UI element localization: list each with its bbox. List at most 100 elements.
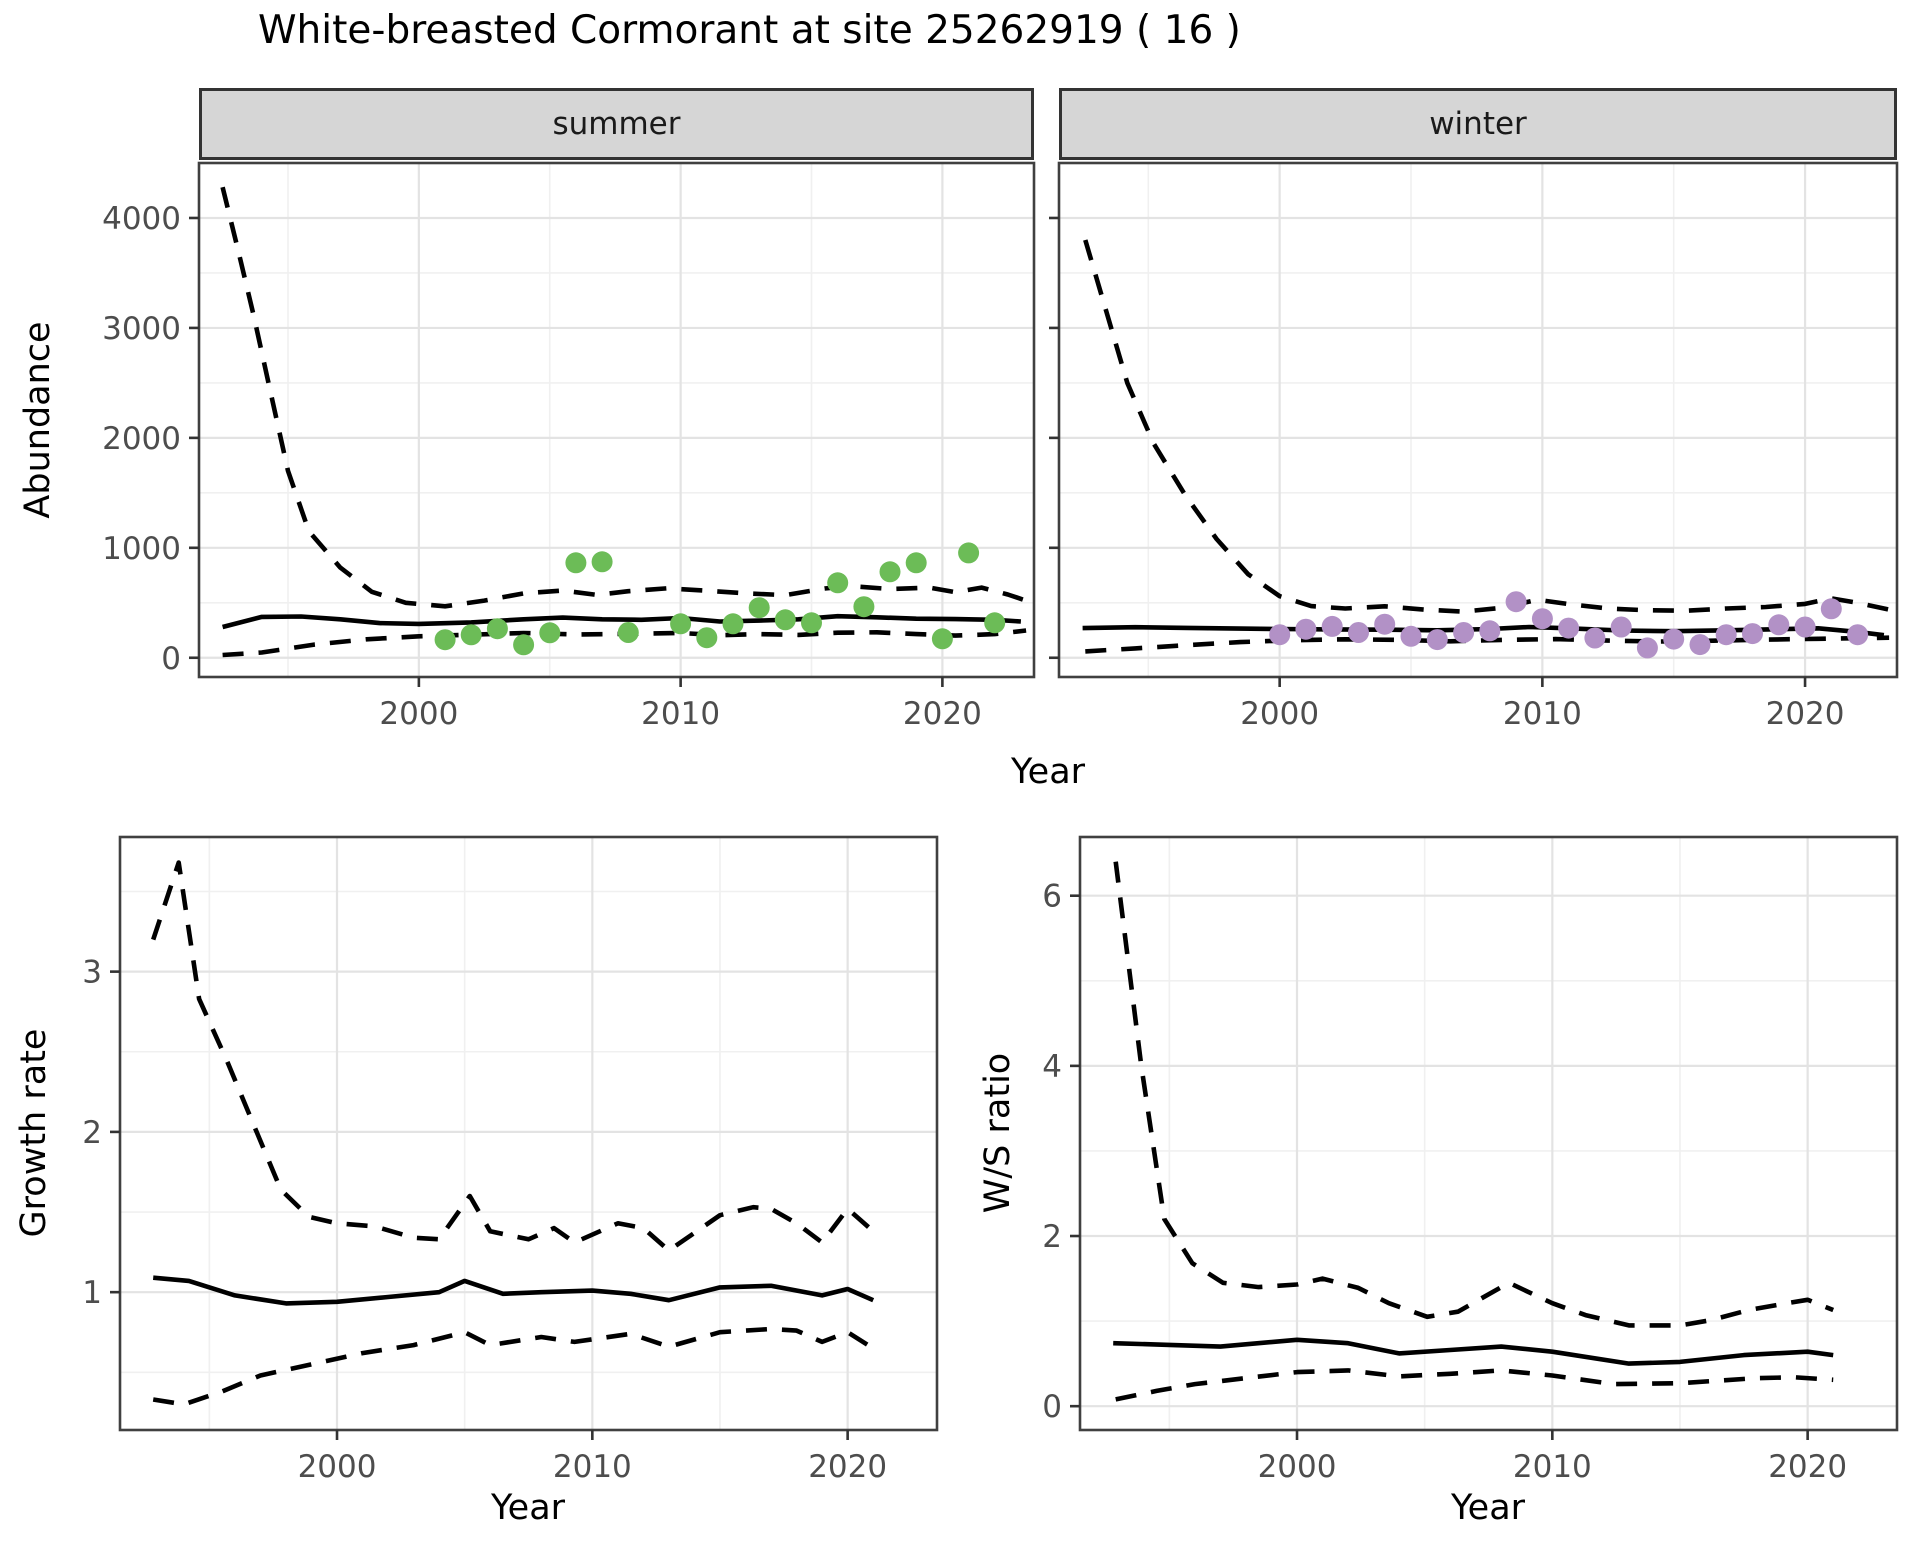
x-tick-label: 2000 xyxy=(1240,696,1319,732)
data-point xyxy=(1768,614,1790,636)
data-point xyxy=(1715,624,1737,646)
series-upper-ci xyxy=(1083,239,1890,614)
x-tick-label: 2020 xyxy=(808,1449,887,1485)
data-point xyxy=(984,612,1006,634)
x-tick-label: 2010 xyxy=(1513,1449,1592,1485)
panel-border xyxy=(1057,161,1899,679)
series-upper-ci xyxy=(1113,861,1835,1328)
series-lower-ci xyxy=(222,628,1027,658)
data-point xyxy=(1505,591,1527,613)
facet-strip-winter-label: winter xyxy=(1429,106,1527,142)
series-median xyxy=(152,1275,875,1306)
panel-abundance-summer: 2000 2010 2020 0 1000 2000 3000 4000 xyxy=(102,161,1036,732)
data-point xyxy=(1531,608,1553,630)
x-tick-label: 2000 xyxy=(298,1449,377,1485)
panel-abundance-winter: 2000 2010 2020 xyxy=(1049,161,1899,732)
ws-year-axis-title: Year xyxy=(1450,1488,1526,1528)
x-tick-label: 2000 xyxy=(379,696,458,732)
growth-rate-axis-title: Growth rate xyxy=(14,1028,54,1238)
data-point xyxy=(1636,637,1658,659)
x-tick-label: 2010 xyxy=(1503,696,1582,732)
data-point xyxy=(879,561,901,583)
data-point xyxy=(434,629,456,651)
series-lower-ci xyxy=(1115,1368,1834,1402)
data-point xyxy=(1689,634,1711,656)
panel-border xyxy=(118,835,939,1432)
x-tick-label: 2000 xyxy=(1258,1449,1337,1485)
x-tick-label: 2020 xyxy=(1766,696,1845,732)
series-lower-ci xyxy=(1085,635,1890,654)
panel-border xyxy=(197,161,1036,679)
y-tick-label: 2000 xyxy=(102,421,181,457)
x-tick-label: 2020 xyxy=(1768,1449,1847,1485)
facet-strip-winter: winter xyxy=(1059,88,1897,160)
series-median xyxy=(1113,1337,1834,1366)
abundance-axis-title: Abundance xyxy=(18,321,58,519)
data-point xyxy=(1742,623,1763,645)
panel-border xyxy=(1078,835,1899,1432)
data-point xyxy=(1400,625,1422,647)
series-upper-ci xyxy=(220,186,1027,609)
chart-title: White-breasted Cormorant at site 2526291… xyxy=(258,8,1241,53)
data-point xyxy=(1558,617,1580,639)
data-point xyxy=(539,622,561,644)
data-point xyxy=(1584,627,1606,649)
data-point xyxy=(1820,598,1842,620)
data-point xyxy=(1374,613,1396,635)
y-tick-label: 4000 xyxy=(102,201,181,237)
data-point xyxy=(1269,624,1291,646)
data-point xyxy=(1426,629,1448,651)
panel-growth-rate: 2000 2010 2020 1 2 3 xyxy=(82,835,939,1485)
facet-strip-summer: summer xyxy=(199,88,1034,160)
panel-ws-ratio: 2000 2010 2020 0 2 4 6 xyxy=(1042,835,1899,1485)
data-point xyxy=(1479,620,1501,642)
y-tick-label: 2 xyxy=(1042,1219,1062,1255)
data-point xyxy=(774,609,796,631)
series-lower-ci xyxy=(152,1326,875,1407)
data-point xyxy=(853,596,875,618)
y-tick-label: 1000 xyxy=(102,531,181,567)
data-point xyxy=(931,628,953,650)
y-tick-label: 3 xyxy=(82,955,102,991)
y-tick-label: 3000 xyxy=(102,311,181,347)
ws-ratio-axis-title: W/S ratio xyxy=(978,1052,1018,1214)
data-point xyxy=(1610,616,1632,638)
top-year-axis-title: Year xyxy=(1010,752,1086,792)
data-point xyxy=(748,597,770,619)
data-point xyxy=(486,618,508,640)
x-tick-label: 2020 xyxy=(903,696,982,732)
data-point xyxy=(670,613,692,635)
y-tick-label: 0 xyxy=(1042,1389,1062,1425)
data-point xyxy=(1663,628,1685,650)
data-point xyxy=(1794,616,1816,638)
data-point xyxy=(827,572,849,594)
facet-strip-summer-label: summer xyxy=(552,106,681,142)
data-point xyxy=(1847,624,1869,646)
y-tick-label: 4 xyxy=(1042,1049,1062,1085)
growth-year-axis-title: Year xyxy=(490,1488,566,1528)
data-point xyxy=(460,624,482,646)
data-point xyxy=(696,627,718,649)
data-point xyxy=(801,612,822,634)
data-point xyxy=(1321,615,1343,637)
data-point xyxy=(1348,622,1369,643)
data-point xyxy=(1295,618,1317,640)
data-point xyxy=(1453,622,1475,643)
data-point xyxy=(905,552,927,574)
x-tick-label: 2010 xyxy=(553,1449,632,1485)
data-point xyxy=(722,613,744,635)
data-point xyxy=(617,622,639,643)
y-tick-label: 2 xyxy=(82,1115,102,1151)
data-point xyxy=(958,542,980,564)
series-upper-ci xyxy=(151,860,875,1253)
data-point xyxy=(565,552,587,574)
y-tick-label: 1 xyxy=(82,1275,102,1311)
data-point xyxy=(591,551,613,573)
x-tick-label: 2010 xyxy=(641,696,720,732)
y-tick-label: 6 xyxy=(1042,879,1062,915)
data-point xyxy=(513,634,535,656)
series-median xyxy=(222,613,1022,630)
y-tick-label: 0 xyxy=(161,641,181,677)
